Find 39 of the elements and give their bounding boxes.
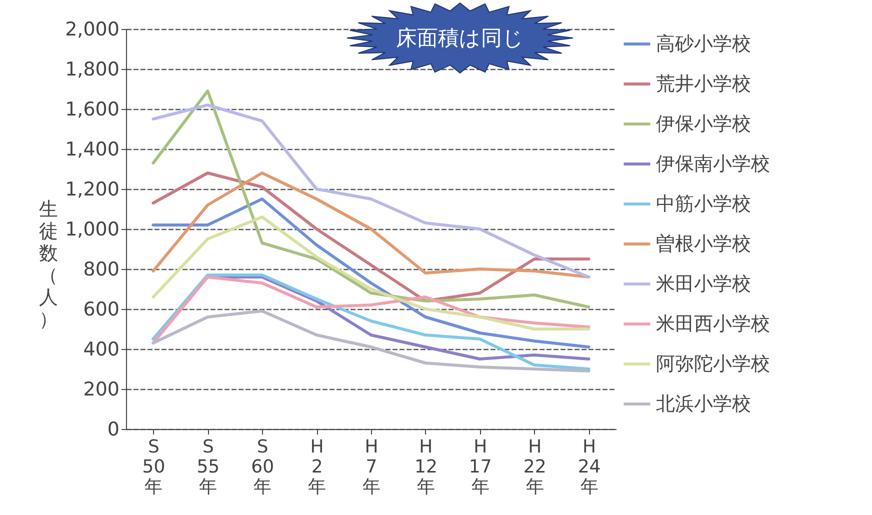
y-tick-label: 1,000	[65, 218, 120, 240]
x-tick-label: H 24 年	[578, 436, 601, 498]
y-tick-label: 1,800	[65, 58, 120, 80]
legend-label: 北浜小学校	[656, 393, 751, 415]
line-series	[152, 104, 590, 278]
x-tick-label: H 17 年	[468, 436, 492, 498]
line-series	[152, 216, 590, 330]
y-tick-label: 800	[83, 258, 120, 280]
line-series	[152, 276, 590, 344]
y-tick-label: 1,600	[65, 98, 120, 120]
y-tick-label: 200	[83, 378, 120, 400]
legend-label: 中筋小学校	[656, 193, 751, 215]
legend-label: 阿弥陀小学校	[656, 353, 770, 375]
legend-label: 米田西小学校	[656, 313, 770, 335]
x-tick-label: H 22 年	[523, 436, 546, 498]
x-tick-label: S 55 年	[196, 436, 220, 498]
x-tick-label: S 60 年	[251, 436, 274, 498]
legend-label: 米田小学校	[656, 273, 751, 295]
y-axis-title: 生徒数（人）	[39, 198, 58, 330]
y-tick-label: 2,000	[65, 18, 120, 40]
legend-label: 伊保小学校	[656, 113, 751, 135]
legend-label: 荒井小学校	[656, 73, 751, 95]
legend-label: 曽根小学校	[656, 233, 751, 255]
line-series	[152, 198, 590, 348]
line-series	[152, 172, 590, 302]
y-tick-label: 400	[83, 338, 120, 360]
x-tick-label: H 2 年	[308, 436, 326, 498]
y-tick-label: 0	[107, 418, 120, 440]
x-tick-label: H 12 年	[414, 436, 438, 498]
legend-label: 高砂小学校	[656, 33, 751, 55]
y-tick-label: 1,200	[65, 178, 120, 200]
y-tick-label: 1,400	[65, 138, 120, 160]
x-tick-label: S 50 年	[142, 436, 166, 498]
line-series	[152, 172, 590, 278]
line-series	[152, 90, 590, 308]
x-tick-label: H 7 年	[362, 436, 380, 498]
line-series	[152, 310, 590, 372]
y-tick-label: 600	[83, 298, 120, 320]
legend-label: 伊保南小学校	[656, 153, 770, 175]
